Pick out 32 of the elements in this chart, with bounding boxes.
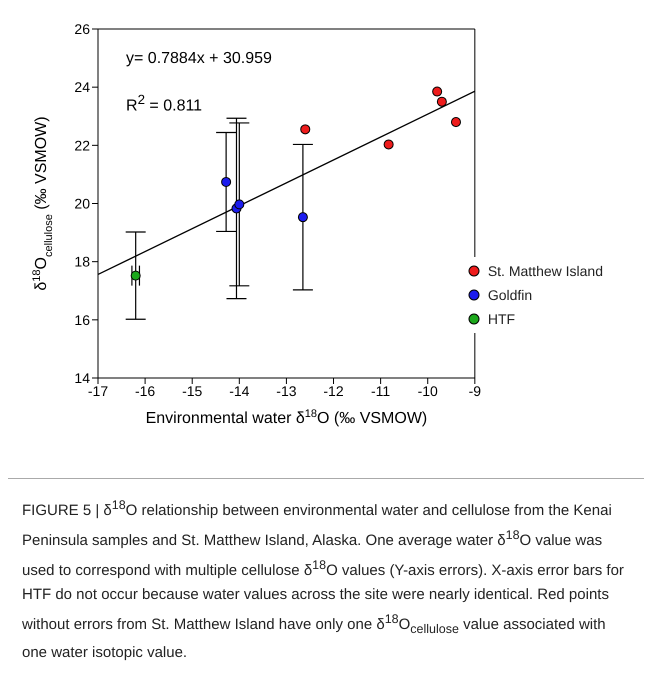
point (436, 96, 447, 107)
annotation: R$^{2}$ = 0.811 (126, 92, 202, 116)
x-tick-label: -17 (88, 382, 108, 399)
point (130, 270, 141, 281)
point (384, 139, 394, 150)
y-tick-label: 18 (74, 254, 90, 270)
y-tick-label: 20 (74, 195, 90, 212)
point (234, 199, 244, 210)
x-tick-label: -14 (229, 382, 250, 399)
legend-label: Goldfin (488, 286, 532, 305)
x-tick-label: -13 (276, 382, 297, 399)
point (450, 117, 461, 128)
x-tick-label: -15 (182, 382, 203, 399)
x-axis-title: Environmental water δ$^{18}$O (‰ VSMOW) (146, 408, 428, 427)
y-tick-label: 26 (74, 20, 90, 37)
y-tick-label: 24 (74, 79, 90, 96)
point (432, 86, 442, 97)
x-tick-label: -9 (468, 382, 482, 399)
point (221, 176, 232, 187)
legend-label: HTF (488, 310, 516, 329)
x-tick-label: -11 (371, 382, 390, 399)
annotation: y= 0.7884x + 30.959 (126, 50, 272, 68)
point (300, 124, 310, 134)
x-tick-label: -16 (134, 382, 156, 399)
text: FIGURE 5 | δ$^{18}$O relationship between environmental water and cellulose from the Kenai Peninsula samples and St. Matthew Island, Alaska. One average water δ$^{18}$O value was used to correspond with multiple cellulose δ$^{18}$O values (Y-axis errors). X-axis error bars for HTF do not occur because water values across the site were nearly identical. Red points without errors from St. Matthew Island have only one δ$^{18}$O$_{cellulose}$ value associated with one water isotopic value. (22, 498, 624, 661)
y-tick-label: 22 (74, 137, 90, 154)
x-tick-label: -10 (418, 382, 438, 399)
y-tick-label: 14 (74, 370, 90, 386)
y-tick-label: 16 (74, 312, 90, 328)
point (298, 212, 308, 222)
x-tick-label: -12 (323, 382, 344, 399)
legend-label: St. Matthew Island (488, 262, 603, 281)
